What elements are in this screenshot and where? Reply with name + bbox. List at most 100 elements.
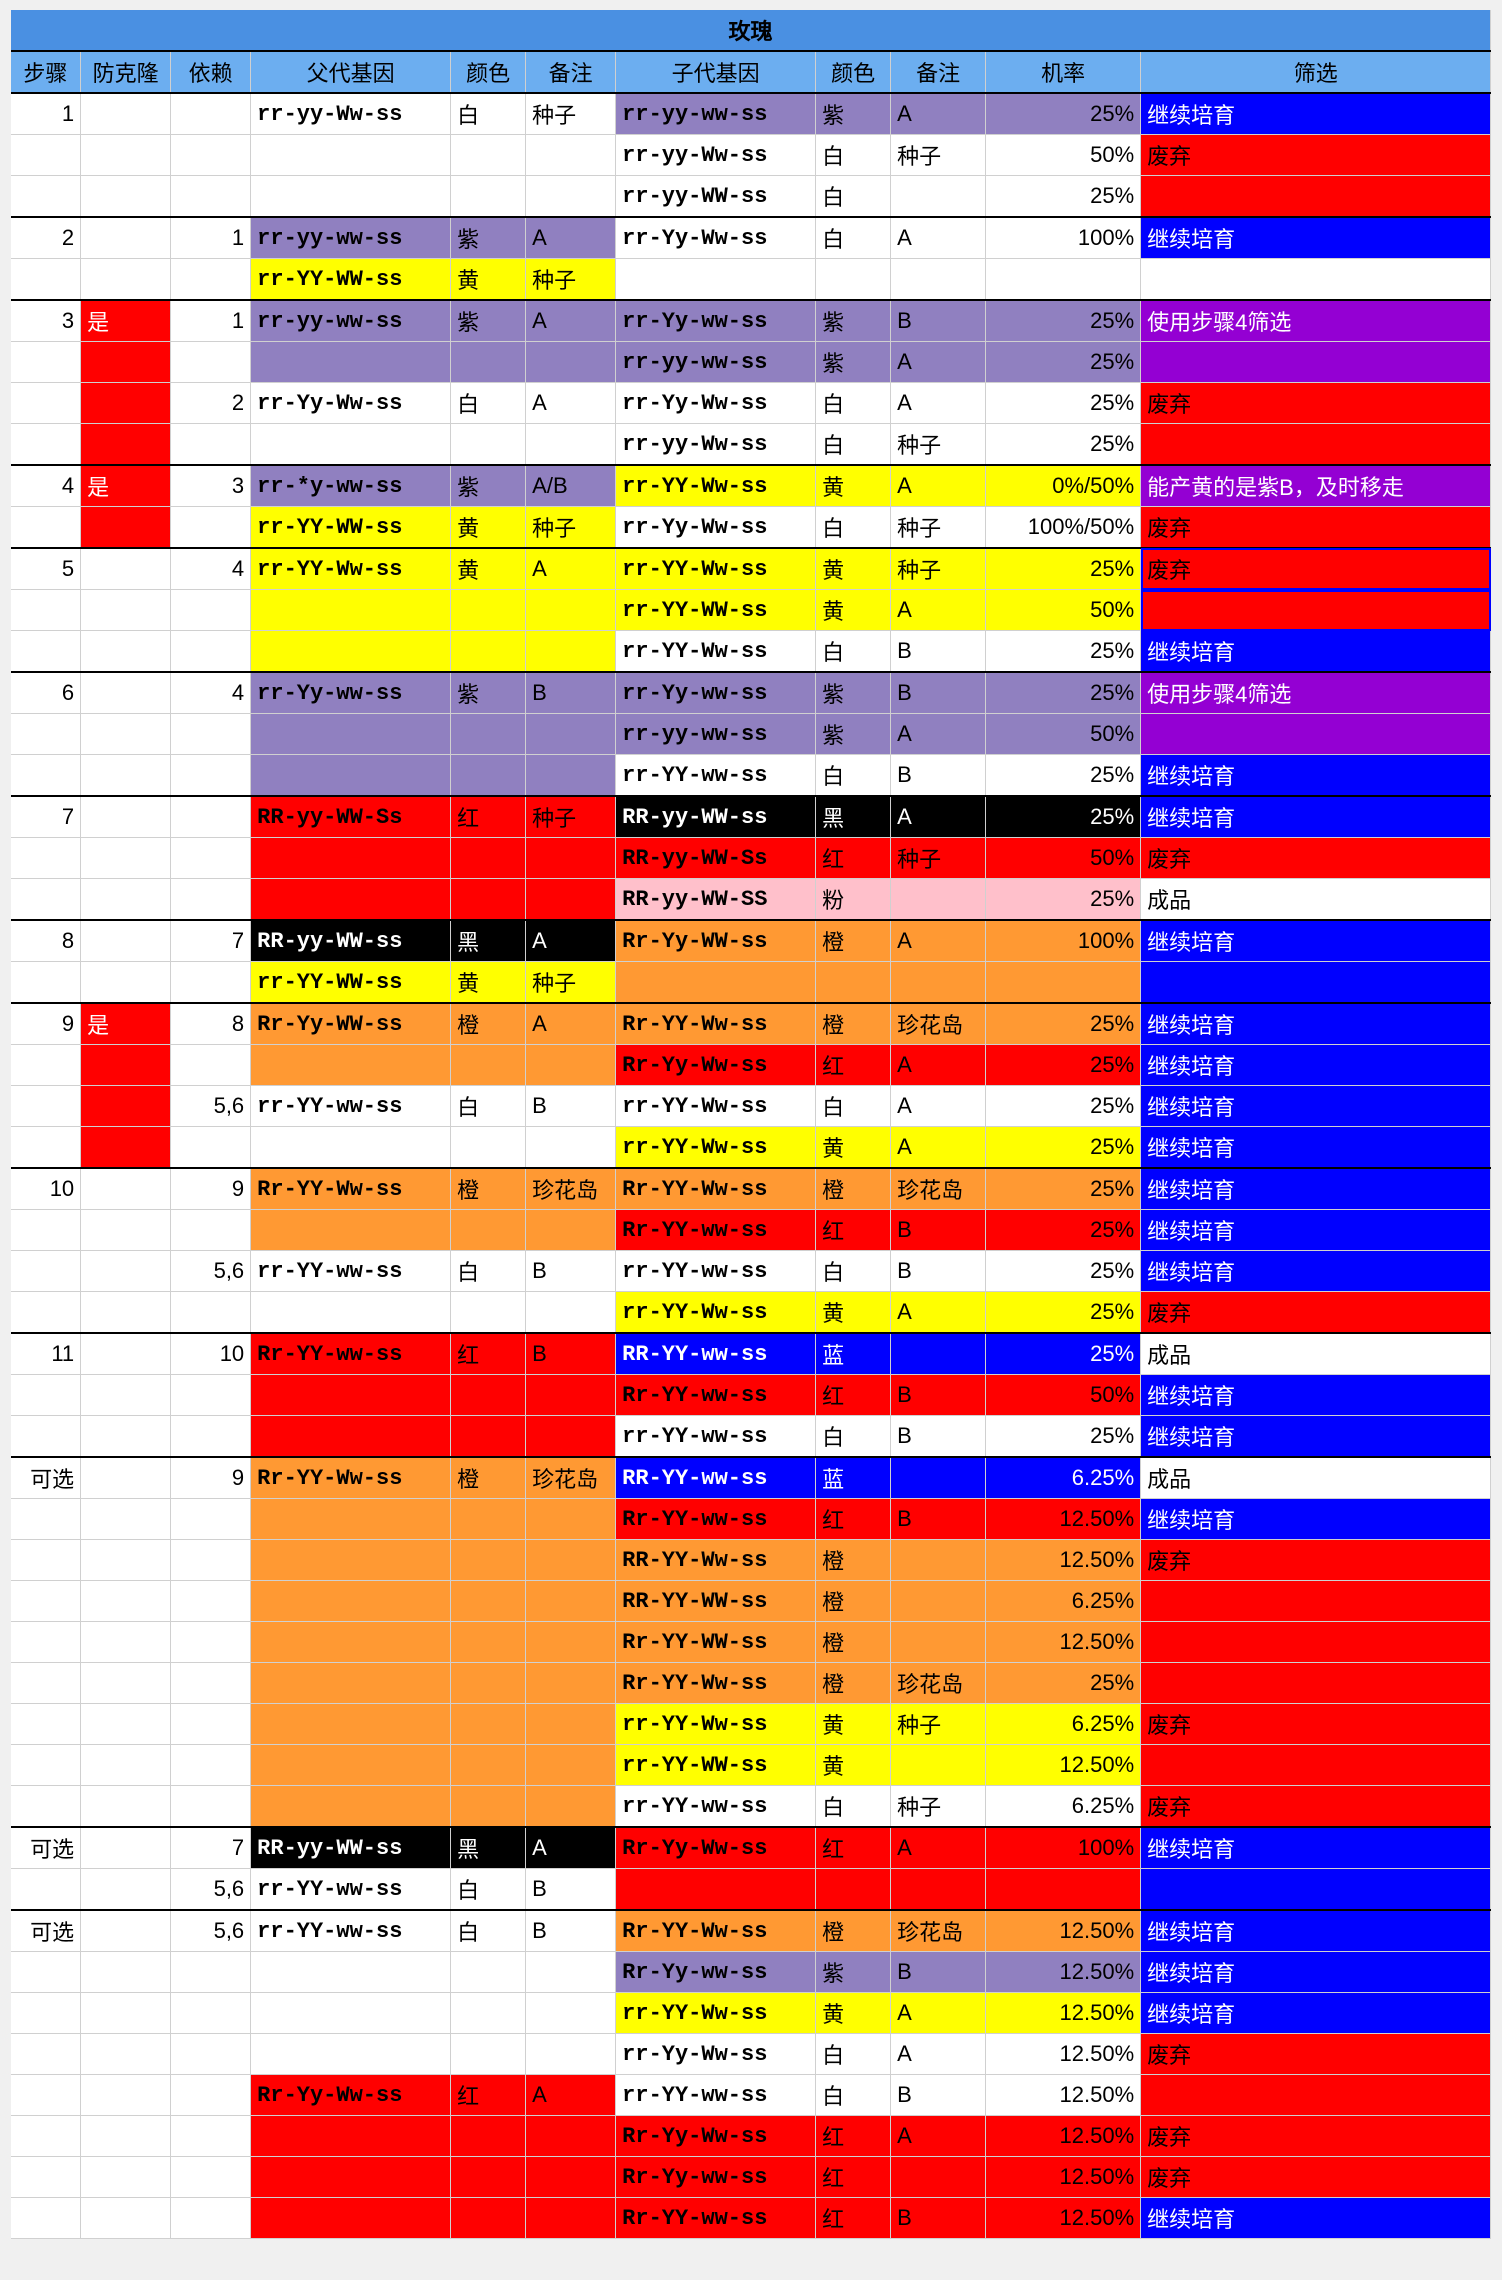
filter-cell: 继续培育 — [1141, 1499, 1491, 1540]
child-note-cell: 种子 — [891, 838, 986, 879]
parent-note-cell: A — [526, 920, 616, 962]
probability-cell: 100% — [986, 920, 1141, 962]
parent-note-cell: A — [526, 2075, 616, 2116]
child-gene-cell: rr-YY-ww-ss — [616, 2075, 816, 2116]
step-cell — [11, 1704, 81, 1745]
parent-color-cell: 白 — [451, 93, 526, 135]
parent-gene-cell — [251, 1993, 451, 2034]
step-cell — [11, 259, 81, 301]
child-note-cell: 种子 — [891, 135, 986, 176]
anticlone-cell — [81, 1663, 171, 1704]
dep-cell: 1 — [171, 300, 251, 342]
dep-cell — [171, 1993, 251, 2034]
filter-cell: 继续培育 — [1141, 217, 1491, 259]
probability-cell: 25% — [986, 1333, 1141, 1375]
probability-cell: 25% — [986, 1168, 1141, 1210]
dep-cell — [171, 879, 251, 921]
dep-cell: 7 — [171, 1827, 251, 1869]
table-row: RR-yy-WW-SS粉25%成品 — [11, 879, 1491, 921]
parent-note-cell: B — [526, 1251, 616, 1292]
filter-cell: 废弃 — [1141, 2157, 1491, 2198]
child-color-cell: 橙 — [816, 1540, 891, 1581]
step-cell — [11, 1745, 81, 1786]
child-gene-cell: RR-yy-WW-Ss — [616, 838, 816, 879]
table-row: rr-yy-WW-ss白25% — [11, 176, 1491, 218]
dep-cell — [171, 93, 251, 135]
parent-gene-cell: RR-yy-WW-ss — [251, 920, 451, 962]
parent-color-cell — [451, 714, 526, 755]
parent-note-cell — [526, 1375, 616, 1416]
step-cell — [11, 1210, 81, 1251]
step-cell — [11, 1499, 81, 1540]
dep-cell — [171, 1663, 251, 1704]
parent-gene-cell: rr-YY-Ww-ss — [251, 548, 451, 590]
child-color-cell: 粉 — [816, 879, 891, 921]
filter-cell: 成品 — [1141, 1457, 1491, 1499]
parent-color-cell — [451, 2034, 526, 2075]
parent-note-cell — [526, 1210, 616, 1251]
child-note-cell: A — [891, 1045, 986, 1086]
filter-cell: 继续培育 — [1141, 1827, 1491, 1869]
dep-cell — [171, 1045, 251, 1086]
table-row: Rr-YY-ww-ss红B12.50%继续培育 — [11, 1499, 1491, 1540]
child-color-cell: 红 — [816, 1210, 891, 1251]
child-gene-cell: rr-YY-Ww-ss — [616, 1127, 816, 1169]
dep-cell — [171, 796, 251, 838]
parent-gene-cell — [251, 1045, 451, 1086]
child-gene-cell: rr-Yy-ww-ss — [616, 300, 816, 342]
table-row: Rr-Yy-Ww-ss红Arr-YY-ww-ss白B12.50% — [11, 2075, 1491, 2116]
child-color-cell — [816, 1869, 891, 1911]
anticlone-cell — [81, 1375, 171, 1416]
dep-cell: 10 — [171, 1333, 251, 1375]
filter-cell: 继续培育 — [1141, 1003, 1491, 1045]
col-header-0: 步骤 — [11, 51, 81, 93]
parent-gene-cell — [251, 1375, 451, 1416]
probability-cell: 25% — [986, 1210, 1141, 1251]
filter-cell: 继续培育 — [1141, 1993, 1491, 2034]
child-color-cell: 红 — [816, 1499, 891, 1540]
child-gene-cell: rr-YY-WW-ss — [616, 1745, 816, 1786]
parent-gene-cell: rr-yy-ww-ss — [251, 300, 451, 342]
child-note-cell: A — [891, 1127, 986, 1169]
parent-gene-cell: rr-YY-ww-ss — [251, 1869, 451, 1911]
table-row: rr-YY-WW-ss黄种子 — [11, 962, 1491, 1004]
parent-note-cell: A — [526, 300, 616, 342]
parent-note-cell — [526, 1499, 616, 1540]
child-gene-cell: RR-YY-ww-ss — [616, 1333, 816, 1375]
child-gene-cell: rr-YY-Ww-ss — [616, 1292, 816, 1334]
dep-cell: 5,6 — [171, 1910, 251, 1952]
col-header-9: 机率 — [986, 51, 1141, 93]
child-gene-cell: Rr-YY-ww-ss — [616, 2198, 816, 2239]
child-color-cell — [816, 259, 891, 301]
filter-cell: 继续培育 — [1141, 1910, 1491, 1952]
parent-color-cell: 白 — [451, 383, 526, 424]
step-cell: 7 — [11, 796, 81, 838]
step-cell — [11, 424, 81, 466]
child-gene-cell: rr-Yy-Ww-ss — [616, 383, 816, 424]
parent-note-cell: 种子 — [526, 507, 616, 549]
parent-gene-cell — [251, 1499, 451, 1540]
parent-gene-cell: rr-YY-ww-ss — [251, 1086, 451, 1127]
parent-color-cell — [451, 1663, 526, 1704]
step-cell: 可选 — [11, 1910, 81, 1952]
table-row: 4是3rr-*y-ww-ss紫A/Brr-YY-Ww-ss黄A0%/50%能产黄… — [11, 465, 1491, 507]
child-note-cell — [891, 1457, 986, 1499]
child-note-cell: A — [891, 1827, 986, 1869]
table-row: rr-yy-Ww-ss白种子25% — [11, 424, 1491, 466]
parent-gene-cell: rr-Yy-Ww-ss — [251, 383, 451, 424]
parent-note-cell: B — [526, 1869, 616, 1911]
child-color-cell: 蓝 — [816, 1333, 891, 1375]
anticlone-cell — [81, 217, 171, 259]
step-cell — [11, 1581, 81, 1622]
parent-note-cell — [526, 1786, 616, 1828]
table-row: Rr-Yy-Ww-ss红A25%继续培育 — [11, 1045, 1491, 1086]
parent-gene-cell: rr-YY-WW-ss — [251, 259, 451, 301]
child-note-cell: A — [891, 1292, 986, 1334]
child-gene-cell: rr-YY-ww-ss — [616, 1251, 816, 1292]
parent-note-cell — [526, 631, 616, 673]
dep-cell — [171, 2116, 251, 2157]
probability-cell: 12.50% — [986, 2198, 1141, 2239]
parent-gene-cell: rr-yy-Ww-ss — [251, 93, 451, 135]
filter-cell: 继续培育 — [1141, 1251, 1491, 1292]
child-gene-cell: RR-YY-WW-ss — [616, 1581, 816, 1622]
